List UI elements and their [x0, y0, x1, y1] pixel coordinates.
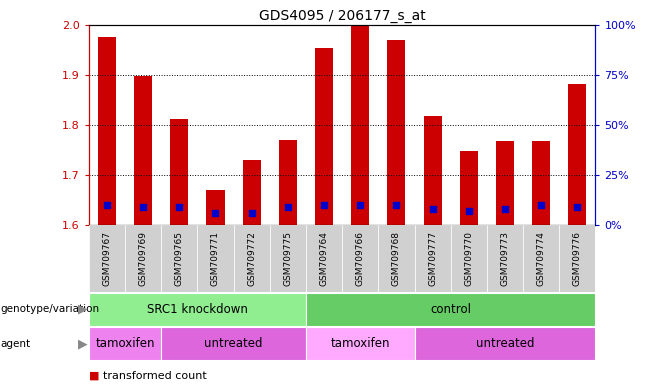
Point: [572, 204, 582, 210]
Text: GSM709765: GSM709765: [175, 231, 184, 286]
Title: GDS4095 / 206177_s_at: GDS4095 / 206177_s_at: [259, 8, 426, 23]
Text: GSM709771: GSM709771: [211, 231, 220, 286]
Bar: [134, 76, 152, 225]
Point: [138, 204, 149, 210]
Bar: [207, 190, 224, 225]
Bar: [569, 84, 586, 225]
Bar: [451, 225, 487, 292]
Point: [536, 202, 546, 208]
Point: [355, 202, 365, 208]
Bar: [424, 116, 442, 225]
Bar: [125, 225, 161, 292]
Bar: [415, 225, 451, 292]
Bar: [89, 225, 125, 292]
Text: GSM709767: GSM709767: [103, 231, 111, 286]
Text: GSM709774: GSM709774: [537, 231, 545, 286]
Text: GSM709769: GSM709769: [139, 231, 147, 286]
Point: [499, 205, 510, 212]
Bar: [197, 225, 234, 292]
Bar: [351, 26, 369, 225]
Bar: [378, 225, 415, 292]
Bar: [415, 327, 595, 360]
Text: GSM709777: GSM709777: [428, 231, 437, 286]
Text: GSM709776: GSM709776: [573, 231, 582, 286]
Bar: [559, 225, 595, 292]
Bar: [279, 140, 297, 225]
Bar: [487, 225, 523, 292]
Bar: [161, 327, 306, 360]
Bar: [315, 48, 333, 225]
Bar: [496, 141, 514, 225]
Text: tamoxifen: tamoxifen: [95, 337, 155, 350]
Point: [101, 202, 112, 208]
Bar: [306, 225, 342, 292]
Text: GSM709773: GSM709773: [501, 231, 509, 286]
Bar: [388, 40, 405, 225]
Text: ■: ■: [89, 371, 99, 381]
Bar: [161, 225, 197, 292]
Bar: [523, 225, 559, 292]
Text: untreated: untreated: [205, 337, 263, 350]
Text: transformed count: transformed count: [103, 371, 207, 381]
Bar: [98, 38, 116, 225]
Point: [283, 204, 293, 210]
Point: [174, 204, 184, 210]
Bar: [89, 293, 306, 326]
Text: GSM709775: GSM709775: [284, 231, 292, 286]
Bar: [234, 225, 270, 292]
Point: [463, 208, 474, 214]
Text: untreated: untreated: [476, 337, 534, 350]
Text: genotype/variation: genotype/variation: [1, 304, 100, 314]
Bar: [170, 119, 188, 225]
Point: [246, 210, 257, 216]
Text: ▶: ▶: [78, 337, 88, 350]
Bar: [342, 225, 378, 292]
Text: GSM709764: GSM709764: [320, 231, 328, 286]
Bar: [306, 293, 595, 326]
Bar: [460, 151, 478, 225]
Text: GSM709770: GSM709770: [465, 231, 473, 286]
Text: GSM709768: GSM709768: [392, 231, 401, 286]
Bar: [243, 160, 261, 225]
Text: GSM709772: GSM709772: [247, 231, 256, 286]
Text: tamoxifen: tamoxifen: [330, 337, 390, 350]
Point: [210, 210, 220, 216]
Text: agent: agent: [1, 339, 31, 349]
Text: ▶: ▶: [78, 303, 88, 316]
Bar: [306, 327, 415, 360]
Text: control: control: [430, 303, 471, 316]
Point: [318, 202, 329, 208]
Point: [391, 202, 401, 208]
Bar: [89, 327, 161, 360]
Text: SRC1 knockdown: SRC1 knockdown: [147, 303, 248, 316]
Text: GSM709766: GSM709766: [356, 231, 365, 286]
Bar: [532, 141, 550, 225]
Point: [427, 205, 438, 212]
Bar: [270, 225, 306, 292]
